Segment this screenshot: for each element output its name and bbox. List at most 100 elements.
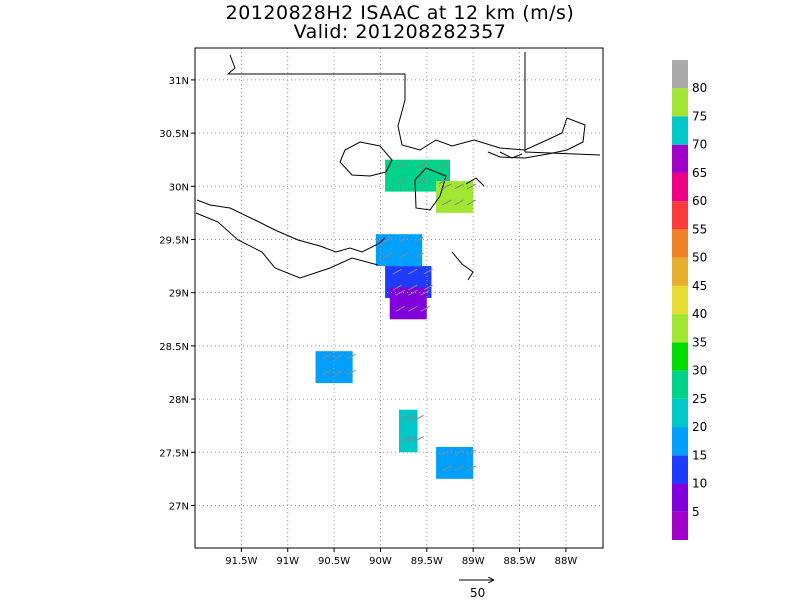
wind-vector <box>346 353 356 360</box>
wind-vector <box>383 252 393 259</box>
wind-vector <box>423 268 433 275</box>
y-tick-label: 28N <box>169 395 189 406</box>
colorbar-label: 5 <box>692 505 700 519</box>
colorbar-segment <box>672 342 688 371</box>
colorbar-label: 20 <box>692 420 707 434</box>
x-tick-label: 88W <box>555 556 578 567</box>
colorbar-label: 40 <box>692 307 707 321</box>
y-tick-label: 28.5N <box>159 342 189 353</box>
wind-vector <box>383 236 393 243</box>
colorbar-label: 30 <box>692 364 707 378</box>
x-axis-ticks: 91.5W 91W 90.5W 90W 89.5W 89W 88.5W 88W <box>225 548 577 567</box>
colorbar-label: 15 <box>692 448 707 462</box>
colorbar-segment <box>672 257 688 286</box>
wind-vector <box>395 289 406 296</box>
wind-vector <box>414 252 424 259</box>
chart-subtitle-valid-time: Valid: 201208282357 <box>293 21 507 43</box>
colorbar-label: 45 <box>692 279 707 293</box>
wind-vector <box>408 289 418 296</box>
wind-vector <box>442 199 452 206</box>
wind-vector <box>466 449 477 456</box>
colorbar-segment <box>672 511 688 540</box>
colorbar-segment <box>672 60 688 89</box>
reference-vector: 50 <box>459 580 493 600</box>
wind-vector <box>321 369 331 376</box>
colorbar-segment <box>672 427 688 456</box>
wind-vector <box>442 449 452 456</box>
x-tick-label: 89W <box>462 556 485 567</box>
y-tick-label: 27N <box>169 501 189 512</box>
wind-speed-cell <box>436 180 474 213</box>
wind-vector <box>392 268 403 275</box>
x-tick-label: 89.5W <box>411 556 443 567</box>
wind-vector <box>438 162 449 169</box>
wind-vector <box>346 369 356 376</box>
wind-vector <box>417 178 427 185</box>
colorbar-segment <box>672 172 688 202</box>
wind-speed-patches <box>315 159 474 479</box>
wind-vector <box>395 305 406 312</box>
colorbar-segment <box>672 285 688 315</box>
wind-vector <box>442 465 452 472</box>
wind-vector <box>420 305 430 312</box>
wind-vector <box>454 199 464 206</box>
wind-vector <box>420 289 430 296</box>
colorbar-label: 55 <box>692 222 707 236</box>
wind-vector <box>408 284 418 291</box>
wind-vector <box>321 353 331 360</box>
wind-vector <box>417 162 427 169</box>
wind-vector <box>438 178 449 185</box>
colorbar-label: 50 <box>692 251 707 265</box>
x-tick-label: 91.5W <box>225 556 257 567</box>
colorbar-label: 25 <box>692 392 707 406</box>
wind-speed-cell <box>315 351 353 384</box>
wind-vector <box>454 465 464 472</box>
colorbar-label: 60 <box>692 194 707 208</box>
wind-vector <box>423 284 433 291</box>
wind-vector <box>414 436 424 443</box>
colorbar-segment <box>672 88 688 117</box>
colorbar-label: 10 <box>692 477 707 491</box>
chart-title: 20120828H2 ISAAC at 12 km (m/s) <box>225 2 575 24</box>
colorbar-label: 65 <box>692 166 707 180</box>
colorbar-segment <box>672 229 688 258</box>
x-tick-label: 88.5W <box>503 556 535 567</box>
x-tick-label: 90.5W <box>318 556 350 567</box>
wind-speed-cell <box>375 234 423 267</box>
colorbar-label: 75 <box>692 109 707 123</box>
colorbar-segment <box>672 144 688 173</box>
wind-vector <box>466 183 477 190</box>
colorbar-segment <box>672 370 688 399</box>
wind-vector <box>454 449 464 456</box>
wind-vector <box>398 252 409 259</box>
wind-vector <box>466 465 477 472</box>
wind-speed-cell <box>399 409 418 453</box>
colorbar-segment <box>672 483 688 512</box>
wind-vector <box>395 162 406 169</box>
colorbar: 5 10 15 20 25 30 35 40 45 50 55 60 65 70 75 80 <box>672 60 707 540</box>
y-tick-label: 30N <box>169 182 189 193</box>
wind-vector <box>333 369 344 376</box>
wind-vector <box>408 305 418 312</box>
wind-vector <box>333 353 344 360</box>
y-tick-label: 29.5N <box>159 235 189 246</box>
wind-vector <box>408 268 418 275</box>
colorbar-segment <box>672 201 688 230</box>
colorbar-segment <box>672 116 688 145</box>
x-tick-label: 91W <box>276 556 299 567</box>
wind-vector <box>395 178 406 185</box>
wind-vector <box>408 414 418 421</box>
wind-vector <box>466 199 477 206</box>
colorbar-segment <box>672 455 688 484</box>
wind-vectors <box>321 162 477 472</box>
y-tick-label: 29N <box>169 289 189 300</box>
wind-speed-cell <box>436 446 474 479</box>
y-tick-label: 27.5N <box>159 448 189 459</box>
colorbar-label: 70 <box>692 138 707 152</box>
wind-vector <box>442 183 452 190</box>
wind-vector <box>401 414 412 421</box>
x-tick-label: 90W <box>369 556 392 567</box>
colorbar-segment <box>672 314 688 343</box>
colorbar-label: 35 <box>692 335 707 349</box>
